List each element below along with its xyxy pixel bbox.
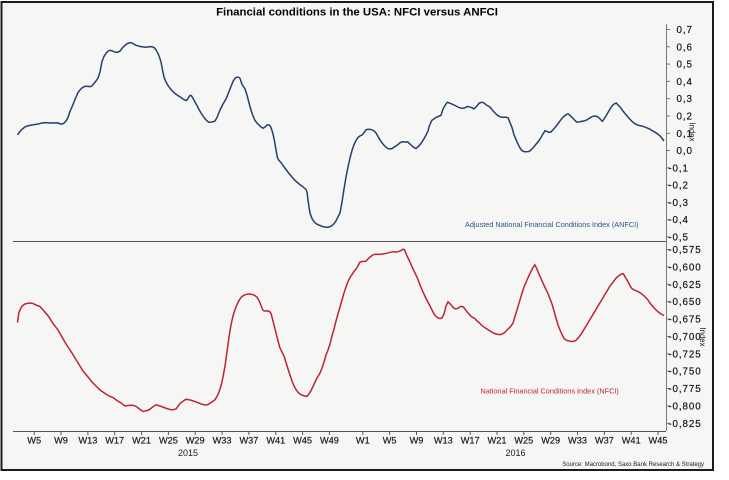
- svg-text:Adjusted National Financial Co: Adjusted National Financial Conditions I…: [465, 220, 639, 229]
- svg-text:-0,2: -0,2: [668, 181, 688, 192]
- svg-text:W29: W29: [541, 436, 560, 446]
- svg-text:-0,725: -0,725: [668, 349, 701, 360]
- svg-text:W17: W17: [461, 436, 480, 446]
- svg-text:W49: W49: [320, 436, 339, 446]
- svg-text:W45: W45: [649, 436, 668, 446]
- svg-text:-0,650: -0,650: [668, 297, 701, 308]
- svg-text:-0,675: -0,675: [668, 315, 701, 326]
- svg-text:W29: W29: [186, 436, 205, 446]
- svg-text:-0,1: -0,1: [668, 163, 688, 174]
- svg-text:W9: W9: [54, 436, 68, 446]
- svg-text:W25: W25: [514, 436, 533, 446]
- svg-text:W9: W9: [410, 436, 424, 446]
- svg-text:W33: W33: [213, 436, 232, 446]
- svg-text:0,4: 0,4: [677, 77, 693, 88]
- svg-text:0,7: 0,7: [677, 25, 693, 36]
- svg-text:W37: W37: [595, 436, 614, 446]
- svg-text:0,5: 0,5: [677, 60, 693, 71]
- svg-text:W41: W41: [266, 436, 285, 446]
- svg-text:0,1: 0,1: [677, 129, 693, 140]
- svg-text:-0,600: -0,600: [668, 262, 701, 273]
- svg-text:2016: 2016: [505, 448, 525, 458]
- svg-text:0,2: 0,2: [677, 112, 693, 123]
- svg-text:W13: W13: [434, 436, 453, 446]
- svg-text:-0,800: -0,800: [668, 401, 701, 412]
- svg-text:Financial conditions in the US: Financial conditions in the USA: NFCI ve…: [216, 7, 498, 19]
- svg-text:W37: W37: [239, 436, 258, 446]
- svg-text:0,6: 0,6: [677, 42, 693, 53]
- svg-text:W33: W33: [568, 436, 587, 446]
- svg-text:W5: W5: [27, 436, 41, 446]
- svg-text:0,0: 0,0: [677, 146, 693, 157]
- svg-text:-0,5: -0,5: [668, 232, 688, 243]
- svg-text:-0,4: -0,4: [668, 215, 688, 226]
- svg-text:-0,775: -0,775: [668, 384, 701, 395]
- svg-text:-0,825: -0,825: [668, 419, 701, 430]
- svg-text:-0,3: -0,3: [668, 198, 688, 209]
- svg-text:-0,575: -0,575: [668, 245, 701, 256]
- svg-text:Index: Index: [698, 327, 707, 346]
- svg-text:National Financial Conditions: National Financial Conditions Index (NFC…: [481, 387, 619, 396]
- svg-text:-0,700: -0,700: [668, 332, 701, 343]
- svg-text:-0,750: -0,750: [668, 367, 701, 378]
- svg-text:Index: Index: [687, 122, 696, 141]
- svg-text:W5: W5: [383, 436, 397, 446]
- svg-text:W1: W1: [356, 436, 370, 446]
- svg-text:0,3: 0,3: [677, 94, 693, 105]
- svg-text:W25: W25: [159, 436, 178, 446]
- svg-text:Source: Macrobond, Saxo Bank R: Source: Macrobond, Saxo Bank Research & …: [562, 462, 704, 468]
- svg-text:W21: W21: [488, 436, 507, 446]
- svg-text:2015: 2015: [178, 448, 198, 458]
- svg-text:W17: W17: [105, 436, 124, 446]
- svg-text:W21: W21: [132, 436, 151, 446]
- svg-text:W41: W41: [622, 436, 641, 446]
- svg-text:W45: W45: [293, 436, 312, 446]
- svg-text:W13: W13: [78, 436, 97, 446]
- svg-text:-0,625: -0,625: [668, 280, 701, 291]
